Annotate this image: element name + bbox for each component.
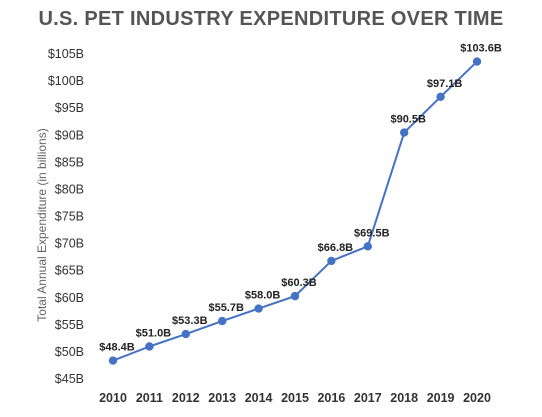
series-line-path [112, 60, 478, 362]
y-axis-label: Total Annual Expenditure (in billions) [35, 128, 49, 321]
y-tick-label: $105B [48, 47, 84, 61]
data-labels: $48.4B$51.0B$53.3B$55.7B$58.0B$60.3B $66.… [99, 43, 502, 354]
y-tick-label: $80B [55, 182, 84, 196]
y-tick-label: $100B [48, 74, 84, 88]
data-label: $69.5B [354, 227, 390, 239]
data-point [181, 329, 190, 339]
x-tick-label: 2017 [354, 391, 382, 405]
x-axis-ticks: 2010 2011 2012 2013 2014 2015 2016 2017 2018 2019… [99, 391, 491, 405]
y-axis-ticks: $45B $50B $55B $60B $65B $70B $75B $80B $85B $90B… [48, 47, 84, 386]
data-point [472, 57, 482, 66]
y-tick-label: $60B [55, 291, 84, 305]
x-tick-label: 2018 [390, 391, 418, 405]
y-tick-label: $55B [55, 318, 84, 332]
x-tick-label: 2010 [99, 391, 127, 405]
data-label: $66.8B [318, 242, 354, 254]
y-tick-label: $95B [55, 101, 84, 115]
x-tick-label: 2012 [172, 391, 200, 405]
y-tick-label: $65B [55, 264, 84, 278]
x-tick-label: 2014 [245, 391, 273, 405]
y-tick-label: $85B [55, 155, 84, 169]
series-line [108, 57, 482, 365]
data-point [436, 92, 445, 101]
data-label: $53.3B [172, 315, 208, 327]
x-tick-label: 2013 [208, 391, 236, 405]
data-point [218, 316, 227, 326]
data-label: $60.3B [281, 277, 317, 289]
data-point [363, 242, 372, 251]
data-label: $97.1B [427, 78, 463, 90]
data-point [108, 356, 118, 365]
chart-title: U.S. PET INDUSTRY EXPENDITURE OVER TIME [38, 8, 504, 30]
y-tick-label: $45B [55, 372, 84, 386]
data-point [145, 342, 154, 351]
data-label: $58.0B [245, 290, 281, 302]
data-label: $48.4B [99, 342, 135, 354]
x-tick-label: 2016 [317, 391, 345, 405]
y-tick-label: $90B [55, 128, 84, 142]
data-label: $55.7B [208, 302, 244, 314]
x-tick-label: 2015 [281, 391, 309, 405]
data-point [327, 256, 336, 266]
x-tick-label: 2020 [463, 391, 491, 405]
data-label: $90.5B [390, 114, 426, 126]
data-label: $51.0B [136, 328, 172, 340]
y-tick-label: $75B [55, 210, 84, 224]
y-tick-label: $50B [55, 345, 84, 359]
x-tick-label: 2011 [136, 391, 163, 405]
y-tick-label: $70B [55, 237, 84, 251]
x-tick-label: 2019 [427, 391, 455, 405]
data-point [254, 304, 263, 313]
data-point [400, 128, 409, 137]
data-label: $103.6B [460, 43, 502, 55]
data-point [290, 291, 300, 301]
